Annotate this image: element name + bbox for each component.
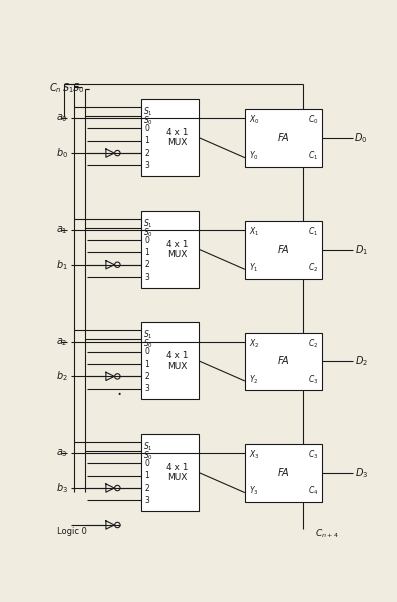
Text: $S_1$: $S_1$ <box>143 105 153 118</box>
Bar <box>141 211 199 288</box>
Text: $b_0$: $b_0$ <box>56 146 68 160</box>
Text: $S_0$: $S_0$ <box>143 450 153 462</box>
Text: FA: FA <box>278 356 289 367</box>
Bar <box>245 109 322 167</box>
Text: 3: 3 <box>144 273 149 282</box>
Text: 4 x 1
MUX: 4 x 1 MUX <box>166 352 188 371</box>
Text: $D_1$: $D_1$ <box>355 243 368 256</box>
Text: $C_0$: $C_0$ <box>308 114 318 126</box>
Text: $C_{3}$: $C_{3}$ <box>308 373 318 386</box>
Bar <box>141 434 199 511</box>
Text: 1: 1 <box>144 248 149 257</box>
Text: $C_2$: $C_2$ <box>308 337 318 350</box>
Text: $Y_2$: $Y_2$ <box>249 373 258 386</box>
Bar <box>141 99 199 176</box>
Text: 0: 0 <box>144 124 149 133</box>
Text: $S_0$: $S_0$ <box>143 338 153 350</box>
Text: $D_0$: $D_0$ <box>355 131 368 145</box>
Text: 4 x 1
MUX: 4 x 1 MUX <box>166 463 188 482</box>
Text: 1: 1 <box>144 471 149 480</box>
Text: $D_2$: $D_2$ <box>355 355 368 368</box>
Text: $a_1$: $a_1$ <box>56 224 67 236</box>
Text: $b_1$: $b_1$ <box>56 258 67 272</box>
Text: Logic 0: Logic 0 <box>58 527 87 536</box>
Text: $S_0$: $S_0$ <box>143 114 153 127</box>
Text: 0: 0 <box>144 459 149 468</box>
Text: $Y_0$: $Y_0$ <box>249 150 258 163</box>
Text: $S_1$: $S_1$ <box>143 329 153 341</box>
Text: 4 x 1
MUX: 4 x 1 MUX <box>166 128 188 147</box>
Text: $D_3$: $D_3$ <box>355 466 368 480</box>
Text: $S_1$: $S_1$ <box>143 440 153 453</box>
Text: $C_{2}$: $C_{2}$ <box>308 261 318 274</box>
Text: $S_1$: $S_1$ <box>62 81 74 95</box>
Text: 2: 2 <box>144 483 149 492</box>
Text: FA: FA <box>278 133 289 143</box>
Text: 0: 0 <box>144 235 149 244</box>
Text: .: . <box>117 381 122 399</box>
Text: 2: 2 <box>144 149 149 158</box>
Text: $C_1$: $C_1$ <box>308 226 318 238</box>
Text: 3: 3 <box>144 384 149 393</box>
Bar <box>245 444 322 502</box>
Text: $X_3$: $X_3$ <box>249 448 259 461</box>
Text: $a_2$: $a_2$ <box>56 336 67 347</box>
Text: 2: 2 <box>144 260 149 269</box>
Text: 4 x 1
MUX: 4 x 1 MUX <box>166 240 188 259</box>
Text: $S_1$: $S_1$ <box>143 217 153 229</box>
Bar <box>245 332 322 390</box>
Text: $a_0$: $a_0$ <box>56 113 68 125</box>
Text: FA: FA <box>278 245 289 255</box>
Text: $Y_1$: $Y_1$ <box>249 261 258 274</box>
Text: $C_n$: $C_n$ <box>49 81 62 95</box>
Text: $S_0$: $S_0$ <box>143 226 153 239</box>
Text: $C_{1}$: $C_{1}$ <box>308 150 318 163</box>
Text: $X_0$: $X_0$ <box>249 114 260 126</box>
Text: FA: FA <box>278 468 289 478</box>
Bar <box>245 221 322 279</box>
Text: 1: 1 <box>144 136 149 145</box>
Bar <box>141 323 199 400</box>
Text: 1: 1 <box>144 359 149 368</box>
Text: $b_3$: $b_3$ <box>56 481 68 495</box>
Text: 0: 0 <box>144 347 149 356</box>
Text: $X_2$: $X_2$ <box>249 337 259 350</box>
Text: $Y_3$: $Y_3$ <box>249 485 258 497</box>
Text: $C_{4}$: $C_{4}$ <box>308 485 318 497</box>
Text: $C_{n+4}$: $C_{n+4}$ <box>315 527 338 540</box>
Text: $C_3$: $C_3$ <box>308 448 318 461</box>
Text: $a_3$: $a_3$ <box>56 447 67 459</box>
Text: 3: 3 <box>144 161 149 170</box>
Text: 3: 3 <box>144 496 149 505</box>
Text: 2: 2 <box>144 372 149 381</box>
Text: $b_2$: $b_2$ <box>56 370 67 383</box>
Text: $X_1$: $X_1$ <box>249 226 259 238</box>
Text: $S_0$: $S_0$ <box>72 81 85 95</box>
